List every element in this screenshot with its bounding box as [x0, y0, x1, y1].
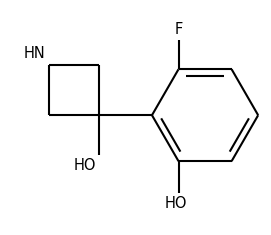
Text: HN: HN: [23, 46, 45, 61]
Text: HO: HO: [74, 158, 96, 173]
Text: F: F: [175, 22, 183, 37]
Text: HO: HO: [164, 196, 187, 211]
